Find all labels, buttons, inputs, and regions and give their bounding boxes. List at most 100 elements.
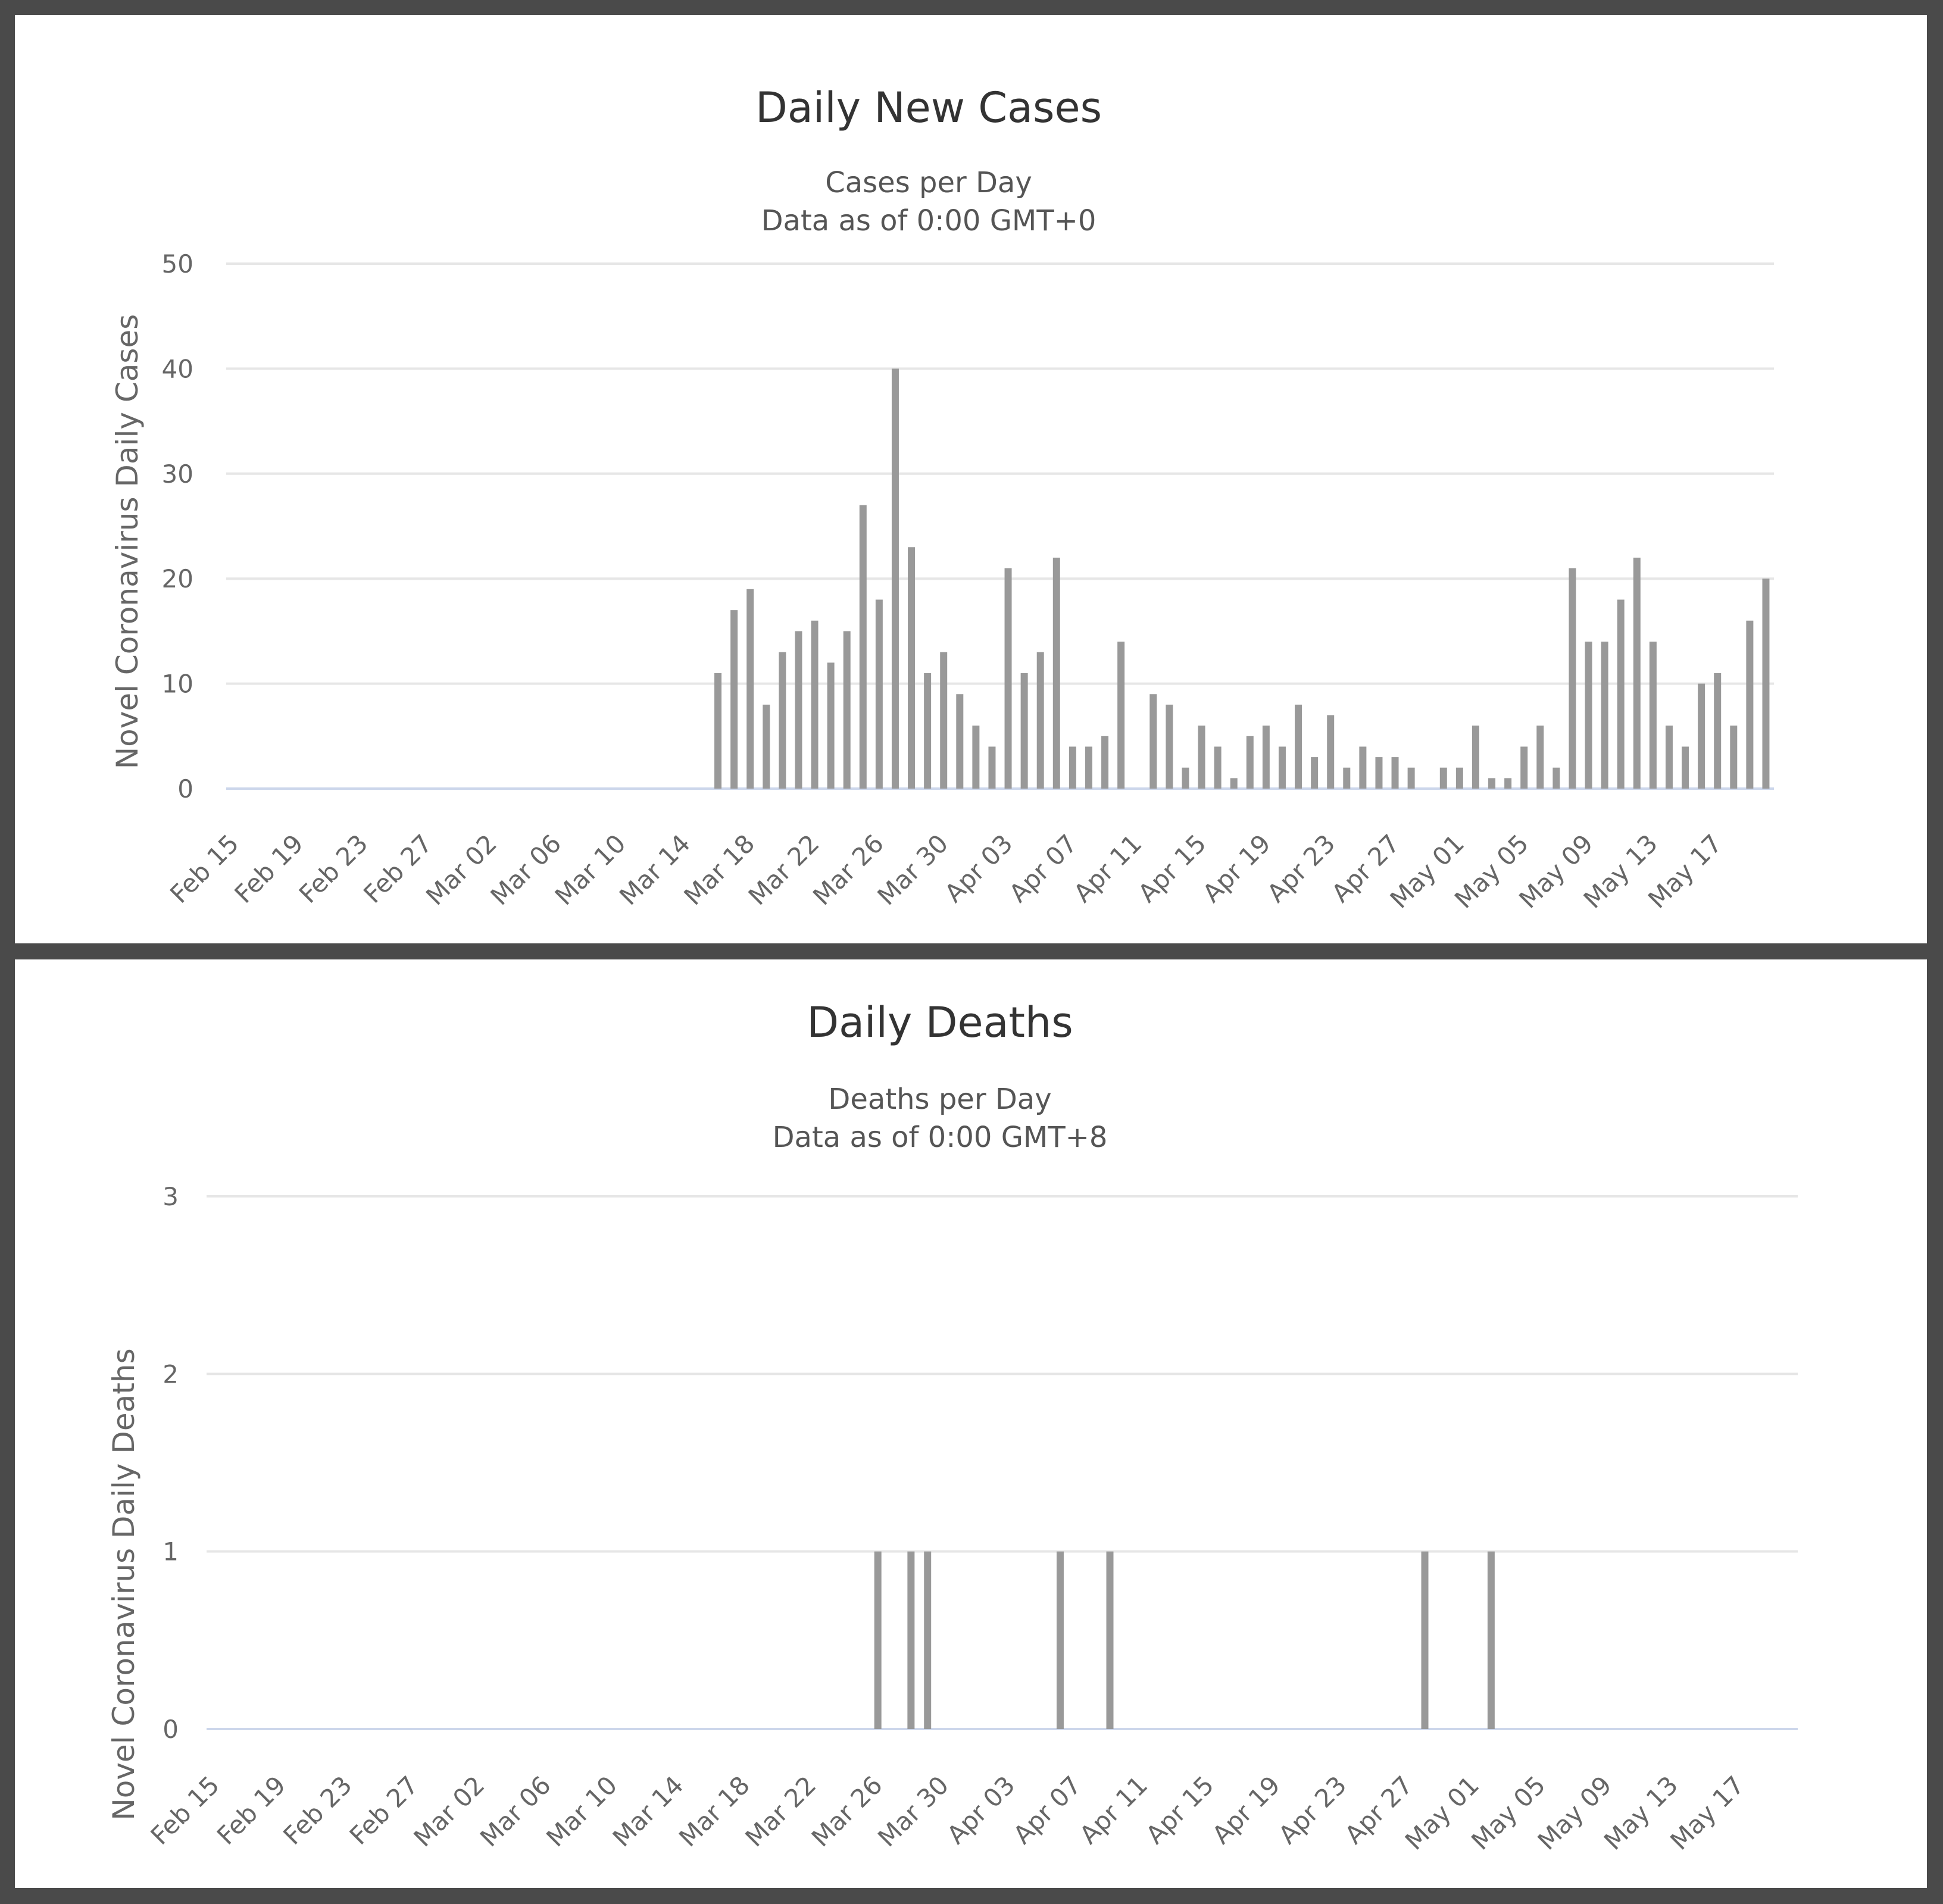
bar	[1198, 726, 1205, 789]
bar	[1117, 642, 1125, 789]
y-axis-label: Novel Coronavirus Daily Deaths	[107, 1348, 141, 1820]
bar	[1020, 673, 1028, 789]
x-tick-label: Apr 19	[1207, 1770, 1286, 1849]
x-tick-label: Apr 23	[1261, 828, 1341, 908]
x-tick-label: Mar 10	[549, 828, 632, 911]
bar	[811, 620, 819, 789]
bar	[1052, 557, 1060, 789]
daily-new-cases-chart: Daily New Cases Cases per Day Data as of…	[110, 83, 1774, 914]
x-tick-label: Apr 15	[1132, 828, 1211, 908]
bar	[875, 599, 883, 789]
bar	[1004, 568, 1012, 789]
bar	[1730, 726, 1738, 789]
bar	[956, 694, 964, 789]
bar	[874, 1551, 882, 1729]
bar	[1682, 746, 1689, 789]
bar	[795, 631, 802, 789]
bar	[1649, 642, 1657, 789]
bar	[907, 1551, 915, 1729]
y-tick-label: 0	[177, 774, 193, 804]
y-tick-label: 2	[163, 1359, 179, 1389]
bar	[1359, 746, 1367, 789]
bar	[843, 631, 851, 789]
bar	[1633, 557, 1641, 789]
x-tick-label: Mar 26	[807, 828, 889, 911]
bar	[1665, 726, 1673, 789]
bar	[1488, 778, 1496, 789]
bar	[779, 652, 786, 789]
chart-title: Daily New Cases	[755, 83, 1102, 132]
bar	[1391, 757, 1399, 789]
bar	[714, 673, 722, 789]
x-tick-label: Feb 19	[229, 828, 308, 908]
bar	[730, 610, 738, 789]
bar	[1536, 726, 1544, 789]
bar	[1295, 704, 1302, 789]
y-axis-label: Novel Coronavirus Daily Cases	[110, 314, 145, 770]
x-tick-label: May 13	[1598, 1770, 1683, 1855]
x-tick-label: Mar 10	[541, 1770, 623, 1852]
x-tick-label: Feb 23	[293, 828, 373, 908]
bar	[924, 1551, 932, 1729]
chart-subtitle-line-1: Deaths per Day	[828, 1083, 1051, 1116]
chart-subtitle-line-2: Data as of 0:00 GMT+8	[773, 1121, 1108, 1154]
bar	[940, 652, 948, 789]
bar	[988, 746, 996, 789]
bar	[972, 726, 980, 789]
chart-subtitle-line-2: Data as of 0:00 GMT+0	[761, 204, 1097, 237]
bar	[763, 704, 770, 789]
bar	[891, 368, 899, 789]
x-tick-label: Mar 14	[607, 1770, 689, 1852]
x-tick-label: Feb 27	[344, 1770, 424, 1850]
bar	[1106, 1551, 1114, 1729]
bar	[1601, 642, 1608, 789]
bar	[1617, 599, 1625, 789]
bar	[1439, 767, 1447, 789]
bar	[924, 673, 932, 789]
chart-subtitle-line-1: Cases per Day	[825, 166, 1032, 199]
bar	[1746, 620, 1754, 789]
bar	[1343, 767, 1351, 789]
y-tick-label: 10	[162, 670, 193, 699]
bar	[746, 589, 754, 789]
bar	[1182, 767, 1189, 789]
bar	[1407, 767, 1415, 789]
x-tick-label: May 09	[1532, 1770, 1617, 1855]
bar	[1698, 683, 1705, 789]
x-tick-label: Feb 23	[277, 1770, 357, 1850]
x-tick-label: Feb 19	[211, 1770, 291, 1850]
bar	[1762, 579, 1770, 789]
x-tick-label: Mar 26	[806, 1770, 888, 1852]
bar	[1375, 757, 1383, 789]
x-tick-label: Feb 27	[358, 828, 438, 908]
x-tick-label: Mar 02	[420, 828, 502, 911]
x-tick-label: Mar 22	[739, 1770, 821, 1852]
x-tick-label: Mar 18	[673, 1770, 755, 1852]
x-tick-label: Apr 07	[1004, 828, 1083, 908]
bar	[1327, 715, 1335, 789]
bar	[1278, 746, 1286, 789]
bar	[859, 505, 867, 789]
y-tick-label: 1	[163, 1537, 179, 1567]
bar	[1214, 746, 1222, 789]
bar	[1069, 746, 1076, 789]
x-tick-label: Mar 06	[474, 1770, 557, 1852]
x-tick-label: Feb 15	[145, 1770, 225, 1850]
x-tick-label: Apr 03	[941, 1770, 1020, 1849]
bar	[1230, 778, 1238, 789]
x-tick-label: Mar 14	[614, 828, 696, 911]
daily-new-cases-panel: Daily New Cases Cases per Day Data as of…	[15, 15, 1927, 943]
bar	[1085, 746, 1092, 789]
bar	[908, 547, 916, 789]
bar	[1520, 746, 1528, 789]
bar	[1714, 673, 1722, 789]
x-tick-label: Apr 15	[1140, 1770, 1219, 1849]
x-tick-label: Apr 23	[1273, 1770, 1352, 1849]
y-tick-label: 3	[163, 1182, 179, 1211]
y-tick-label: 30	[162, 459, 193, 489]
bar	[1455, 767, 1463, 789]
bar	[1262, 726, 1270, 789]
bar	[1056, 1551, 1064, 1729]
x-tick-label: May 17	[1664, 1770, 1750, 1855]
